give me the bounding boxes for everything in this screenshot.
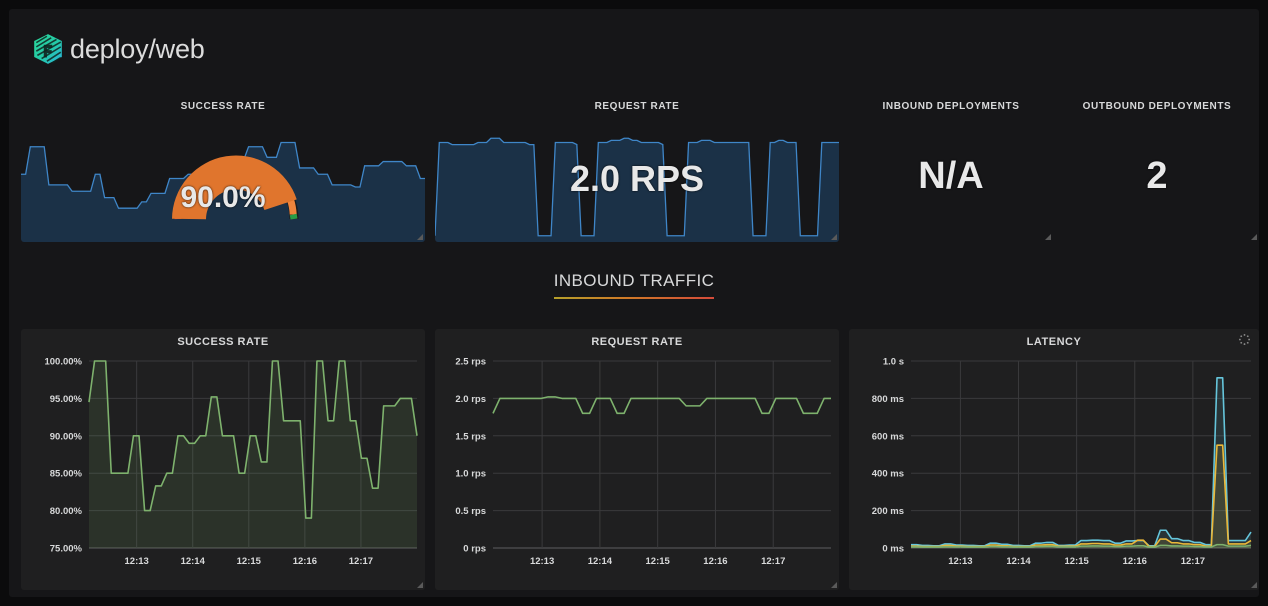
svg-text:85.00%: 85.00% (50, 469, 83, 480)
svg-text:200 ms: 200 ms (872, 506, 904, 517)
svg-text:75.00%: 75.00% (50, 544, 83, 555)
panel-title: LATENCY (1026, 336, 1082, 348)
svg-text:12:15: 12:15 (1064, 556, 1089, 567)
svg-text:100.00%: 100.00% (44, 357, 82, 368)
panel-value-outbound-deployments: 2 (1146, 155, 1168, 197)
panel-title: SUCCESS RATE (180, 101, 266, 112)
svg-text:12:13: 12:13 (948, 556, 972, 567)
panel-value-request-rate: 2.0 RPS (569, 158, 705, 199)
svg-text:12:14: 12:14 (588, 556, 613, 567)
svg-text:12:16: 12:16 (293, 556, 317, 567)
panel-top-success-rate[interactable]: SUCCESS RATE 90.0% (21, 95, 425, 242)
svg-text:1.5 rps: 1.5 rps (455, 431, 486, 442)
svg-text:12:16: 12:16 (1123, 556, 1147, 567)
svg-text:600 ms: 600 ms (872, 431, 904, 442)
svg-text:12:17: 12:17 (761, 556, 785, 567)
panel-resize-handle-icon[interactable] (1044, 233, 1051, 240)
svg-text:90.00%: 90.00% (50, 431, 83, 442)
svg-text:12:14: 12:14 (1006, 556, 1031, 567)
svg-text:0 rps: 0 rps (463, 544, 486, 555)
svg-text:80.00%: 80.00% (50, 506, 83, 517)
panel-resize-handle-icon[interactable] (1250, 581, 1257, 588)
svg-text:12:15: 12:15 (646, 556, 671, 567)
panel-value-inbound-deployments: N/A (918, 155, 984, 197)
svg-text:12:14: 12:14 (181, 556, 206, 567)
panel-graph-success-rate[interactable]: SUCCESS RATE 75.00% 80.00% 85.00% 90.00% 95.… (21, 329, 425, 590)
page-title: deploy/web (70, 33, 205, 64)
panel-resize-handle-icon[interactable] (416, 581, 423, 588)
panel-resize-handle-icon[interactable] (1250, 233, 1257, 240)
panel-value-success-rate: 90.0% (180, 181, 266, 214)
row-header-inbound-traffic[interactable]: INBOUND TRAFFIC (9, 271, 1259, 299)
panel-graph-request-rate[interactable]: REQUEST RATE 0 rps 0.5 rps 1.0 rps 1.5 rps 2… (435, 329, 839, 590)
svg-text:12:17: 12:17 (349, 556, 373, 567)
panel-resize-handle-icon[interactable] (830, 581, 837, 588)
panel-outbound-deployments[interactable]: OUTBOUND DEPLOYMENTS 2 (1055, 95, 1259, 242)
svg-text:1.0 rps: 1.0 rps (455, 469, 486, 480)
svg-text:12:15: 12:15 (237, 556, 262, 567)
grafana-dashboard: deploy/web SUCCESS RATE 90.0% REQUEST RA… (9, 9, 1259, 597)
panel-title: OUTBOUND DEPLOYMENTS (1082, 101, 1232, 112)
graph-success-rate: 75.00% 80.00% 85.00% 90.00% 95.00% 100.00% 12:… (44, 357, 418, 567)
svg-text:1.0 s: 1.0 s (883, 357, 904, 368)
svg-text:12:17: 12:17 (1181, 556, 1205, 567)
panel-top-request-rate[interactable]: REQUEST RATE 2.0 RPS (435, 95, 839, 242)
linkerd-mesh-logo-icon (31, 32, 65, 66)
svg-text:400 ms: 400 ms (872, 469, 904, 480)
svg-text:12:13: 12:13 (530, 556, 554, 567)
graph-latency: 0 ms 200 ms 400 ms 600 ms 800 ms 1.0 s 12:13 12… (872, 357, 1252, 567)
svg-text:12:13: 12:13 (125, 556, 149, 567)
row-title[interactable]: INBOUND TRAFFIC (553, 271, 715, 299)
svg-text:2.0 rps: 2.0 rps (455, 394, 486, 405)
panel-resize-handle-icon[interactable] (830, 233, 837, 240)
panel-title: INBOUND DEPLOYMENTS (882, 101, 1020, 112)
panel-graph-latency[interactable]: LATENCY 0 ms 200 ms 400 ms 600 ms 800 ms 1.0 … (849, 329, 1259, 590)
graph-request-rate: 0 rps 0.5 rps 1.0 rps 1.5 rps 2.0 rps 2.5 rps… (455, 357, 831, 567)
panel-title: REQUEST RATE (591, 336, 683, 348)
panel-resize-handle-icon[interactable] (416, 233, 423, 240)
gauge-success-rate (172, 155, 299, 221)
svg-text:2.5 rps: 2.5 rps (455, 357, 486, 368)
loading-spinner-icon (1238, 333, 1251, 346)
dashboard-header: deploy/web (9, 9, 1259, 89)
panel-title: SUCCESS RATE (177, 336, 269, 348)
svg-text:12:16: 12:16 (703, 556, 727, 567)
panel-title: REQUEST RATE (594, 101, 680, 112)
svg-text:0 ms: 0 ms (882, 544, 904, 555)
svg-text:0.5 rps: 0.5 rps (455, 506, 486, 517)
svg-text:800 ms: 800 ms (872, 394, 904, 405)
sparkline-request-rate (435, 137, 839, 242)
panel-inbound-deployments[interactable]: INBOUND DEPLOYMENTS N/A (849, 95, 1053, 242)
svg-text:95.00%: 95.00% (50, 394, 83, 405)
